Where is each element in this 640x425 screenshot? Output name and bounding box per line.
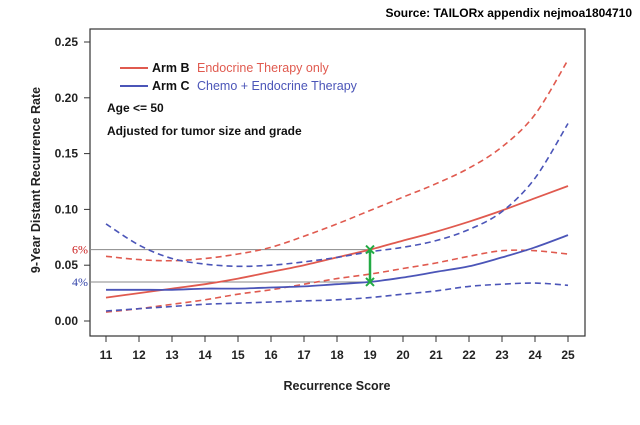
- x-tick-label: 15: [231, 348, 245, 362]
- x-tick-label: 24: [528, 348, 542, 362]
- y-tick-label: 0.15: [55, 147, 79, 161]
- adjustment-note: Adjusted for tumor size and grade: [107, 124, 302, 138]
- x-tick-label: 21: [429, 348, 443, 362]
- legend-label-arm-c: Arm C Chemo + Endocrine Therapy: [152, 79, 358, 93]
- x-tick-label: 18: [330, 348, 344, 362]
- x-axis: 11 12 13 14 15 16 17 18 19 20 21 22 23 24 25: [100, 336, 575, 362]
- y-tick-label: 0.00: [55, 314, 79, 328]
- y-axis-title: 9-Year Distant Recurrence Rate: [29, 87, 43, 273]
- x-tick-label: 23: [495, 348, 509, 362]
- legend-arm-c-desc: Chemo + Endocrine Therapy: [197, 79, 358, 93]
- source-caption: Source: TAILORx appendix nejmoa1804710: [385, 6, 632, 20]
- series-arm-b-ci-lower: [105, 249, 569, 313]
- age-note: Age <= 50: [107, 101, 164, 115]
- series-arm-c-ci-lower: [105, 282, 569, 312]
- difference-marker-cap: [365, 277, 375, 284]
- legend-arm-c-name: Arm C: [152, 79, 190, 93]
- x-tick-label: 17: [297, 348, 311, 362]
- series-arm-b-estimate: [105, 185, 569, 299]
- series-layer: [105, 59, 569, 313]
- x-axis-title: Recurrence Score: [283, 379, 390, 393]
- legend-arm-b-desc: Endocrine Therapy only: [197, 61, 330, 75]
- y-tick-label: 0.05: [55, 258, 79, 272]
- legend: Arm B Endocrine Therapy only Arm C Chemo…: [120, 61, 358, 93]
- legend-label-arm-b: Arm B Endocrine Therapy only: [152, 61, 330, 75]
- x-tick-label: 22: [462, 348, 476, 362]
- y-tick-label: 0.20: [55, 91, 79, 105]
- series-arm-c-estimate: [106, 234, 569, 291]
- legend-arm-b-name: Arm B: [152, 61, 190, 75]
- ref-label-4pct: 4%: [72, 275, 88, 289]
- ref-label-6pct: 6%: [72, 243, 88, 257]
- x-tick-label: 12: [132, 348, 146, 362]
- x-tick-label: 25: [561, 348, 575, 362]
- reference-lines: [90, 249, 370, 283]
- x-tick-label: 14: [198, 348, 212, 362]
- y-tick-label: 0.25: [55, 35, 79, 49]
- difference-marker-cap: [365, 248, 375, 255]
- y-axis: 0.00 0.05 0.10 0.15 0.20 0.25: [55, 35, 90, 328]
- x-tick-label: 13: [165, 348, 179, 362]
- x-tick-label: 20: [396, 348, 410, 362]
- x-tick-label: 16: [264, 348, 278, 362]
- x-tick-label: 19: [363, 348, 377, 362]
- marker-layer: [365, 244, 375, 287]
- x-tick-label: 11: [100, 348, 113, 362]
- y-tick-label: 0.10: [55, 202, 79, 216]
- series-arm-c-ci-upper: [105, 123, 569, 268]
